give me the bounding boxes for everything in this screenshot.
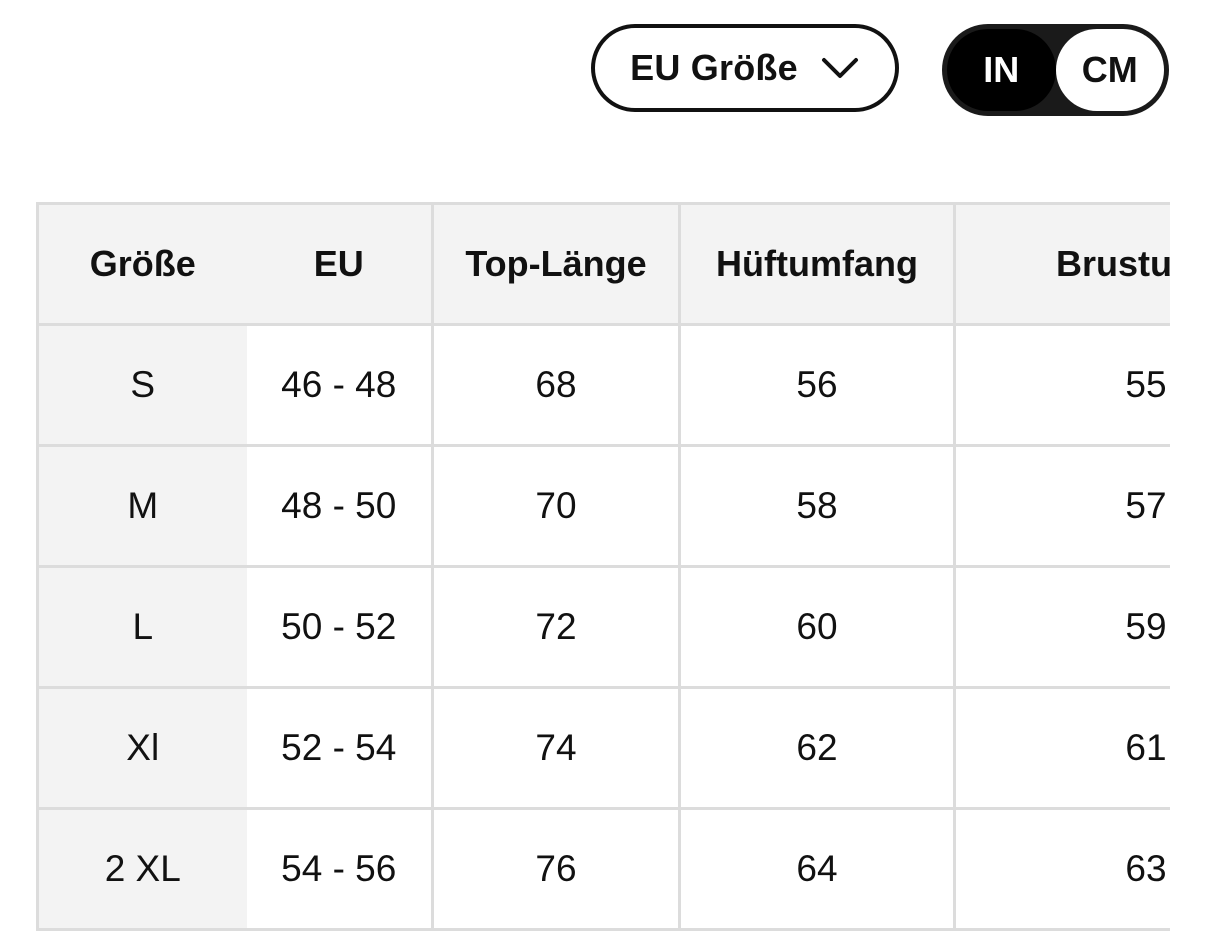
cell-hip: 60: [678, 565, 956, 689]
cell-top-length: 72: [431, 565, 681, 689]
cell-size: Xl: [36, 686, 247, 810]
table-row: Xl 52 - 54 74 62 61: [36, 686, 1170, 810]
table-row: S 46 - 48 68 56 55: [36, 323, 1170, 447]
table-row: M 48 - 50 70 58 57: [36, 444, 1170, 568]
cell-size: M: [36, 444, 247, 568]
cell-chest: 55: [953, 323, 1170, 447]
cell-top-length: 68: [431, 323, 681, 447]
cell-size: 2 XL: [36, 807, 247, 931]
size-table-container[interactable]: Größe EU Top-Länge Hüftumfang Brustumfa …: [36, 202, 1170, 937]
unit-toggle[interactable]: IN CM: [942, 24, 1169, 116]
cell-top-length: 70: [431, 444, 681, 568]
cell-eu: 46 - 48: [246, 323, 434, 447]
cell-chest: 57: [953, 444, 1170, 568]
chevron-down-icon: [820, 48, 860, 88]
cell-eu: 48 - 50: [246, 444, 434, 568]
cell-hip: 62: [678, 686, 956, 810]
header-hip: Hüftumfang: [678, 202, 956, 326]
header-chest: Brustumfa: [953, 202, 1170, 326]
size-system-label: EU Größe: [630, 47, 798, 88]
cell-chest: 63: [953, 807, 1170, 931]
unit-option-in[interactable]: IN: [947, 29, 1056, 111]
size-system-dropdown[interactable]: EU Größe: [591, 24, 899, 112]
cell-hip: 64: [678, 807, 956, 931]
table-row: 2 XL 54 - 56 76 64 63: [36, 807, 1170, 931]
cell-chest: 59: [953, 565, 1170, 689]
header-eu: EU: [246, 202, 434, 326]
cell-eu: 54 - 56: [246, 807, 434, 931]
cell-top-length: 76: [431, 807, 681, 931]
header-top-length: Top-Länge: [431, 202, 681, 326]
table-row: L 50 - 52 72 60 59: [36, 565, 1170, 689]
cell-eu: 52 - 54: [246, 686, 434, 810]
cell-eu: 50 - 52: [246, 565, 434, 689]
cell-size: L: [36, 565, 247, 689]
cell-hip: 58: [678, 444, 956, 568]
cell-top-length: 74: [431, 686, 681, 810]
cell-hip: 56: [678, 323, 956, 447]
size-table: Größe EU Top-Länge Hüftumfang Brustumfa …: [36, 202, 1170, 931]
unit-option-cm[interactable]: CM: [1055, 29, 1164, 111]
cell-size: S: [36, 323, 247, 447]
header-size: Größe: [36, 202, 247, 326]
cell-chest: 61: [953, 686, 1170, 810]
table-header-row: Größe EU Top-Länge Hüftumfang Brustumfa: [36, 202, 1170, 326]
